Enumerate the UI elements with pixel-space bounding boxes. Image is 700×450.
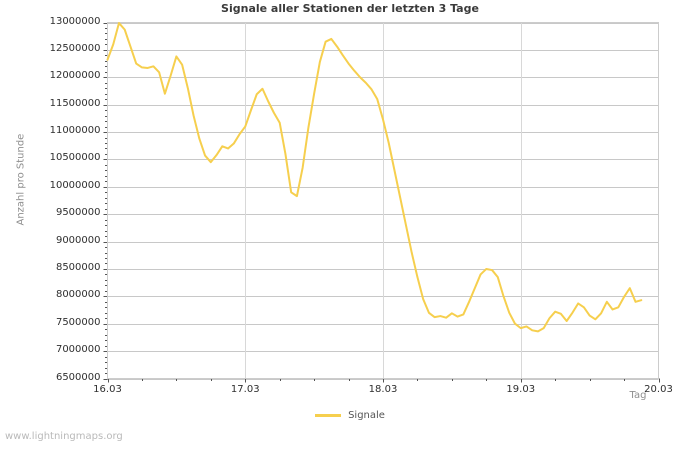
y-axis-tick-label: 7500000 <box>55 316 101 328</box>
y-axis-tick-label: 9500000 <box>55 207 101 219</box>
series-line-signale <box>106 22 643 333</box>
y-axis-tick-label: 10000000 <box>49 179 101 191</box>
y-axis-tick-label: 8500000 <box>55 261 101 273</box>
x-axis-tick-label: 16.03 <box>93 383 122 395</box>
gridlines-group <box>107 22 659 380</box>
y-axis-tick-label: 7000000 <box>55 344 101 356</box>
x-axis-tick-label: 20.03 <box>644 383 673 395</box>
x-axis-tick-label: 17.03 <box>230 383 260 395</box>
y-axis-tick-label: 6500000 <box>55 371 101 383</box>
legend-item-signale[interactable]: Signale <box>315 410 385 422</box>
y-axis-tick-label: 13000000 <box>49 15 101 27</box>
y-axis-title: Anzahl pro Stunde <box>15 133 27 226</box>
y-axis-tick-label: 10500000 <box>49 152 101 164</box>
x-axis-tick-label: 19.03 <box>506 383 536 395</box>
plot-frame <box>107 22 659 379</box>
chart-title: Signale aller Stationen der letzten 3 Ta… <box>221 2 479 15</box>
legend-label: Signale <box>348 410 385 421</box>
y-axis-tick-label: 12500000 <box>49 42 101 54</box>
chart-legend: Signale <box>0 410 700 422</box>
legend-color-swatch <box>315 414 342 417</box>
y-axis-tick-label: 11500000 <box>49 97 101 109</box>
x-axis-title: Tag <box>629 390 647 401</box>
watermark-text: www.lightningmaps.org <box>5 431 123 442</box>
y-axis-tick-label: 12000000 <box>49 70 101 82</box>
x-axis-tick-label: 18.03 <box>368 383 398 395</box>
y-axis-tick-label: 11000000 <box>49 125 101 137</box>
y-axis-tick-label: 9000000 <box>55 234 101 246</box>
y-axis-tick-label: 8000000 <box>55 289 101 301</box>
